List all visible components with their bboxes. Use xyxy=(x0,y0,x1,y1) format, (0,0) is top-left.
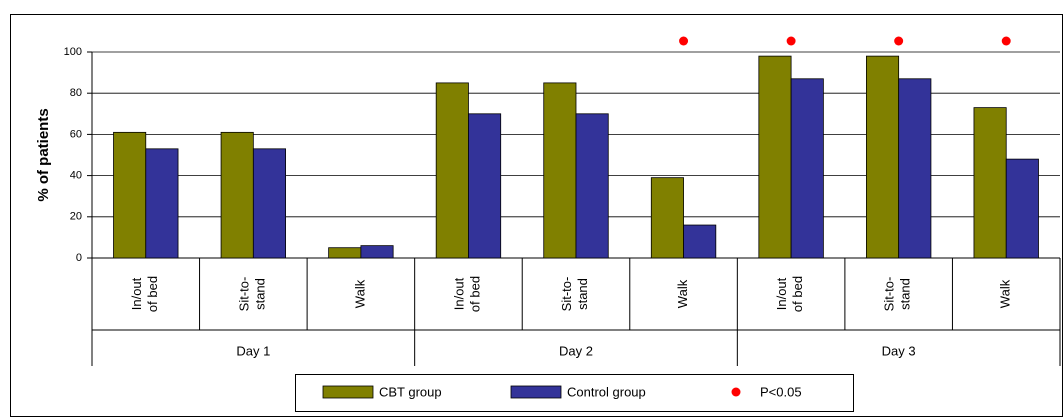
y-tick-label: 80 xyxy=(70,87,82,99)
bar xyxy=(898,78,932,259)
legend-label: Control group xyxy=(567,384,646,399)
x-tick-label: Sit-to-stand xyxy=(882,277,913,312)
group-label: Day 2 xyxy=(559,343,593,358)
x-tick-label: In/outof bed xyxy=(129,276,160,312)
legend-marker xyxy=(731,387,741,397)
legend-swatch xyxy=(322,385,374,399)
bar xyxy=(360,245,394,259)
y-tick-label: 40 xyxy=(70,170,82,182)
y-tick-label: 100 xyxy=(64,46,82,58)
x-tick-label: Sit-to-stand xyxy=(237,277,268,312)
x-tick-label: In/outof bed xyxy=(775,276,806,312)
x-tick-label: In/outof bed xyxy=(452,276,483,312)
x-tick-label: Walk xyxy=(675,279,690,308)
significance-marker xyxy=(786,36,796,46)
y-tick-label: 20 xyxy=(70,211,82,223)
bar xyxy=(113,131,147,259)
bar xyxy=(758,55,792,259)
group-label: Day 3 xyxy=(882,343,916,358)
bar xyxy=(575,113,609,259)
legend-label: P<0.05 xyxy=(760,384,802,399)
bar xyxy=(683,224,717,259)
bar xyxy=(252,148,286,259)
bar xyxy=(1005,158,1039,259)
bar xyxy=(973,107,1007,259)
chart-border xyxy=(10,14,1063,417)
group-label: Day 1 xyxy=(236,343,270,358)
x-tick-label: Walk xyxy=(352,279,367,308)
x-tick-label: Walk xyxy=(998,279,1013,308)
bar xyxy=(435,82,469,259)
legend-swatch xyxy=(510,385,562,399)
x-tick-label: Sit-to-stand xyxy=(559,277,590,312)
y-tick-label: 0 xyxy=(76,252,82,264)
bar xyxy=(543,82,577,259)
bar xyxy=(790,78,824,259)
bar xyxy=(328,247,362,259)
bar xyxy=(145,148,179,259)
legend-box xyxy=(295,374,854,412)
significance-marker xyxy=(679,36,689,46)
bar xyxy=(220,131,254,259)
bar xyxy=(866,55,900,259)
significance-marker xyxy=(894,36,904,46)
y-tick-label: 60 xyxy=(70,128,82,140)
bar xyxy=(468,113,502,259)
bar xyxy=(650,177,684,259)
legend-label: CBT group xyxy=(379,384,442,399)
significance-marker xyxy=(1001,36,1011,46)
y-axis-label: % of patients xyxy=(35,108,52,201)
